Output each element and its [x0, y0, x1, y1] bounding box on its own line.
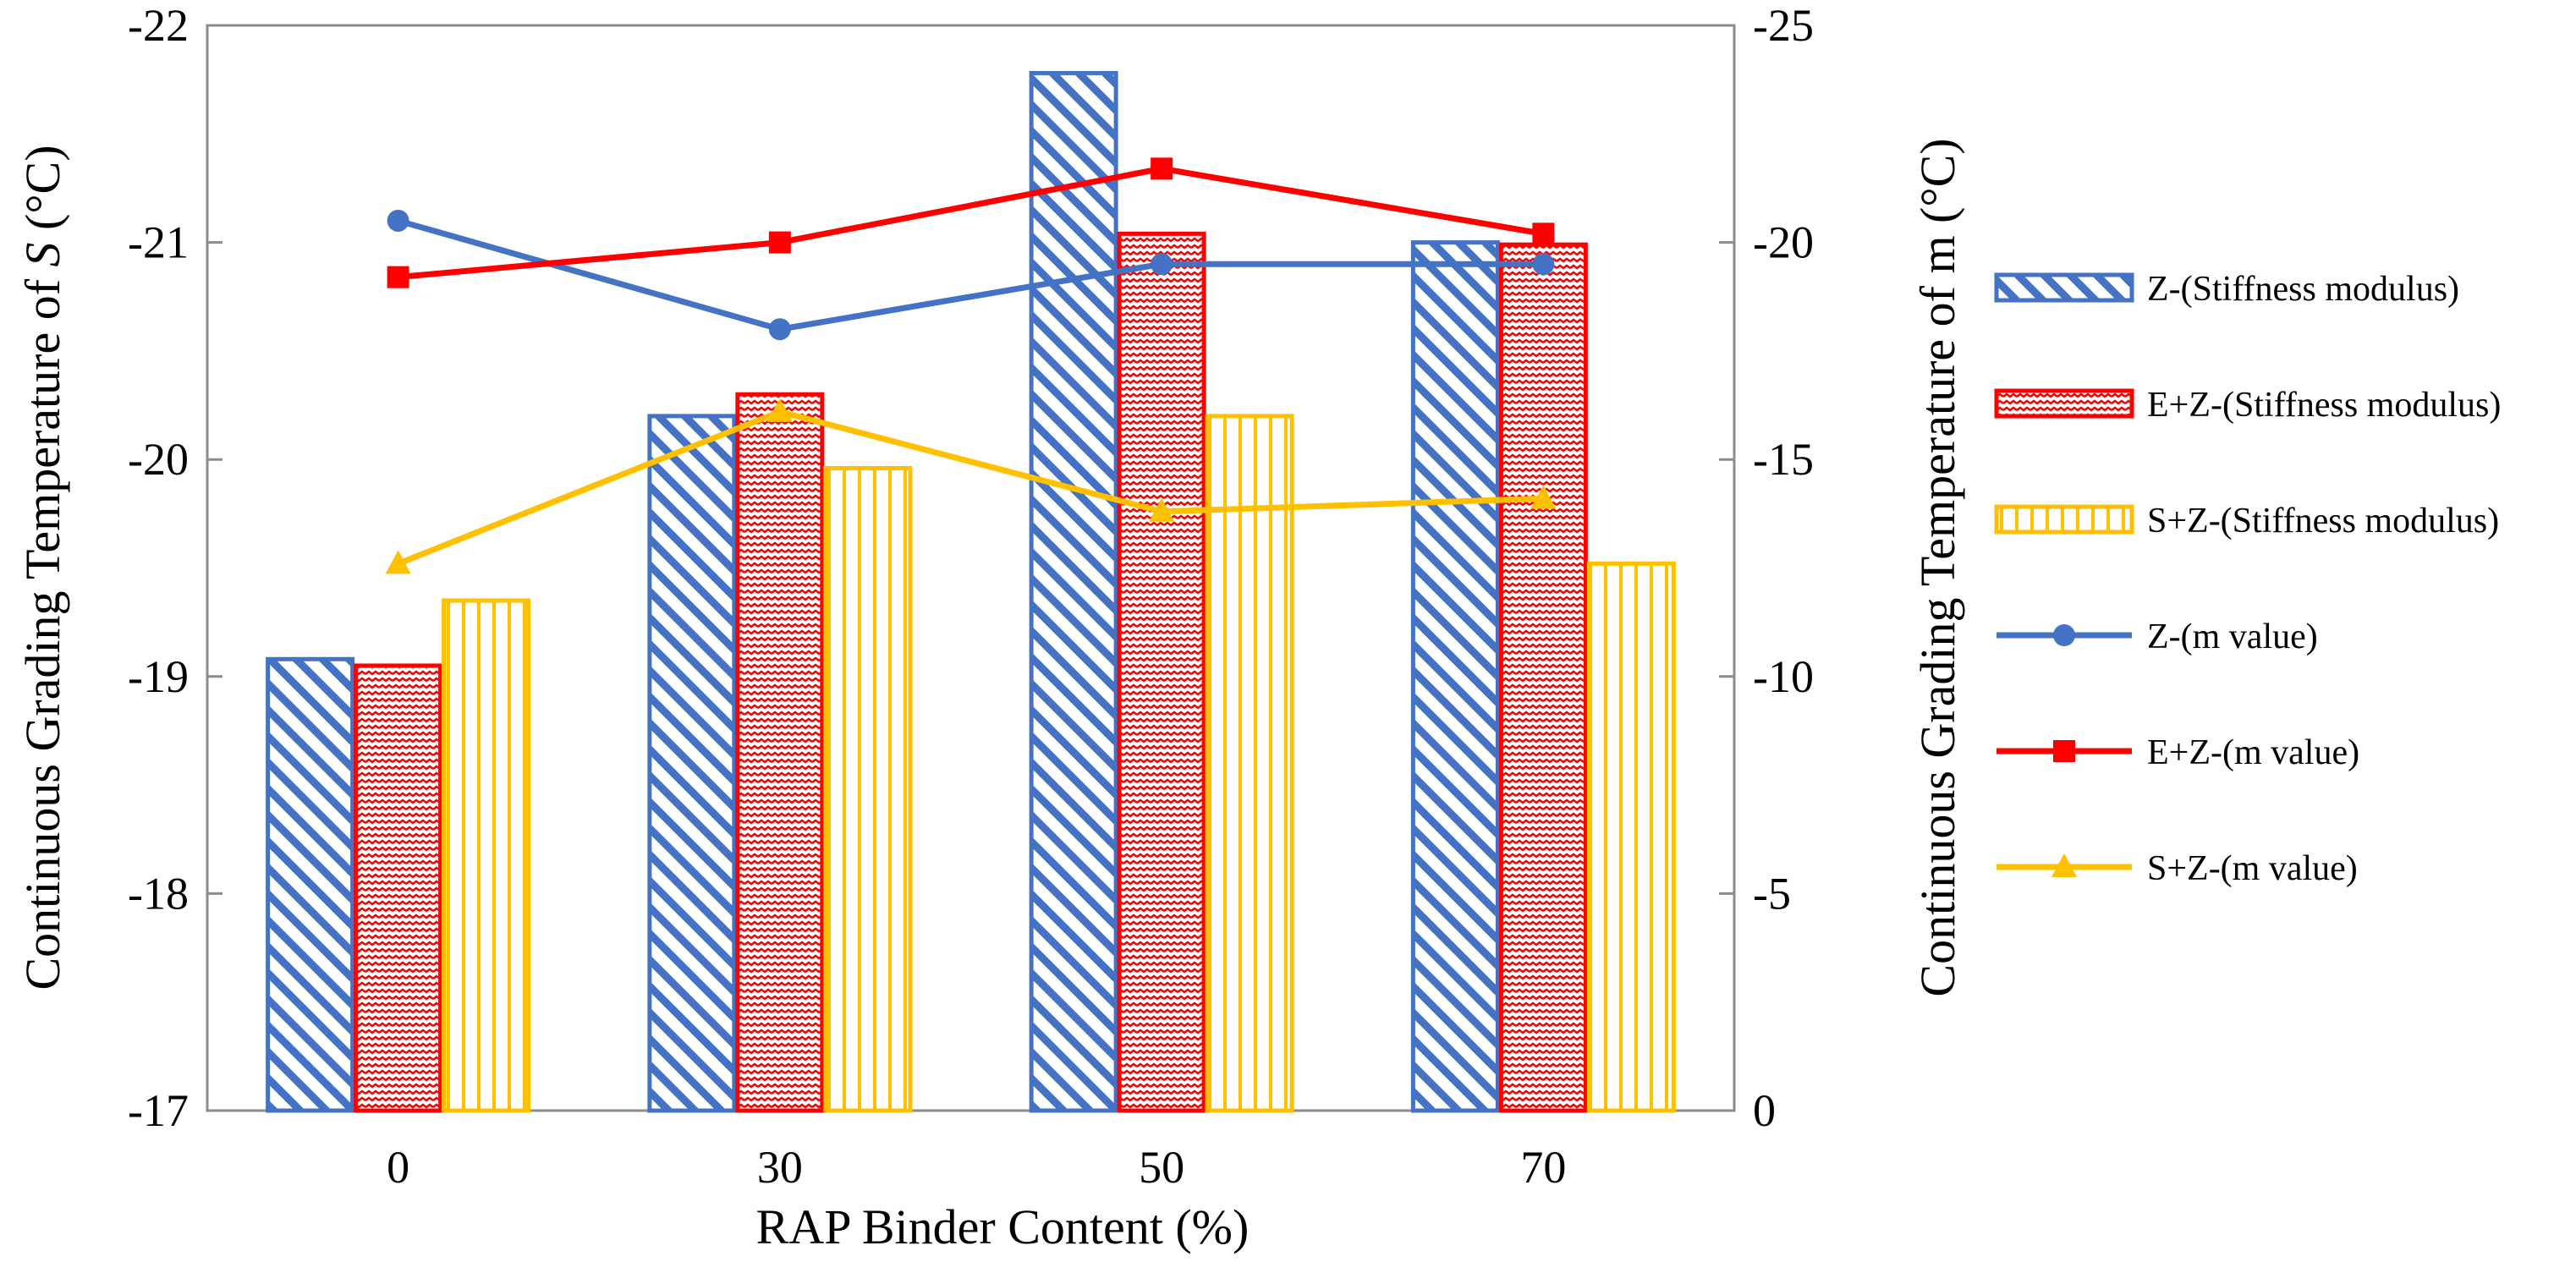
- left-axis-title-prefix: Continuous Grading Temperature of: [15, 266, 70, 990]
- right-tick-label: -20: [1753, 217, 1814, 268]
- left-tick-label: -22: [128, 0, 189, 51]
- line-2-point-50: [1151, 157, 1173, 180]
- left-tick-label: -21: [128, 217, 189, 268]
- legend: Z-(Stiffness modulus) E+Z-(Stiffness modu…: [1994, 270, 2501, 888]
- right-axis-title: Continuous Grading Temperature of m (°C): [1910, 138, 1965, 996]
- legend-marker: [2053, 624, 2075, 646]
- line-1-point-0: [387, 209, 409, 232]
- bar-3-0: [442, 598, 531, 1113]
- line-1: [397, 217, 1544, 332]
- legend-swatch: [1994, 272, 2134, 303]
- line-2: [398, 165, 1544, 281]
- x-tick-label: 50: [1139, 1142, 1184, 1193]
- legend-label: E+Z-(Stiffness modulus): [2147, 386, 2501, 425]
- right-tick-label: 0: [1753, 1085, 1776, 1136]
- line-3-point-30: [766, 398, 793, 422]
- legend-swatch: [1994, 504, 2134, 535]
- bar-1-50: [1029, 70, 1118, 1113]
- left-axis-title: Continuous Grading Temperature of S (°C): [15, 145, 70, 990]
- legend-marker: [2051, 853, 2077, 877]
- left-tick-label: -19: [128, 651, 189, 702]
- legend-label: E+Z-(m value): [2147, 733, 2359, 772]
- line-1-point-70: [1532, 253, 1555, 276]
- bar-3-70: [1586, 561, 1676, 1113]
- left-axis-title-suffix: (°C): [15, 145, 70, 242]
- left-tick-label: -20: [128, 434, 189, 485]
- bar-2-70: [1498, 242, 1588, 1113]
- x-tick-label: 0: [387, 1142, 409, 1193]
- left-tick-label: -18: [128, 868, 189, 919]
- legend-marker: [2053, 740, 2075, 762]
- line-3-point-70: [1530, 485, 1557, 509]
- line-1-point-30: [768, 318, 791, 341]
- legend-swatch: [1994, 388, 2134, 419]
- bar-marks: [266, 70, 1676, 1113]
- legend-label: S+Z-(m value): [2147, 849, 2358, 888]
- left-axis-title-symbol: S: [15, 242, 70, 266]
- plot-area-frame: [206, 24, 1736, 1112]
- legend-label: S+Z-(Stiffness modulus): [2147, 502, 2499, 540]
- legend-label: Z-(m value): [2147, 617, 2318, 656]
- line-3-point-50: [1149, 497, 1175, 522]
- left-tick-label: -17: [128, 1085, 189, 1136]
- line-2-point-30: [768, 231, 791, 254]
- x-tick-label: 70: [1520, 1142, 1566, 1193]
- bar-3-30: [823, 465, 913, 1113]
- line-2-point-0: [387, 266, 409, 288]
- right-tick-label: -10: [1753, 651, 1814, 702]
- right-tick-label: -15: [1753, 434, 1814, 485]
- bar-1-30: [647, 414, 737, 1113]
- line-2-point-70: [1532, 222, 1555, 245]
- bar-1-0: [266, 656, 355, 1113]
- legend-label: Z-(Stiffness modulus): [2147, 270, 2459, 309]
- x-axis-title: RAP Binder Content (%): [756, 1199, 1250, 1254]
- line-marks: [385, 157, 1557, 574]
- line-3: [397, 409, 1544, 567]
- axis-ticks: -17 -18 -19 -20 -21 -22 0 -5 -10 -15 -20 -25 0 30 50 70: [128, 0, 1814, 1193]
- bar-2-0: [354, 663, 443, 1113]
- right-tick-label: -25: [1753, 0, 1814, 51]
- bar-3-50: [1205, 414, 1294, 1113]
- right-tick-label: -5: [1753, 868, 1791, 919]
- x-tick-label: 30: [757, 1142, 803, 1193]
- bar-2-50: [1117, 231, 1206, 1113]
- line-1-point-50: [1151, 253, 1173, 276]
- bar-1-70: [1410, 240, 1500, 1113]
- bar-2-30: [735, 392, 825, 1113]
- line-3-point-0: [385, 550, 411, 574]
